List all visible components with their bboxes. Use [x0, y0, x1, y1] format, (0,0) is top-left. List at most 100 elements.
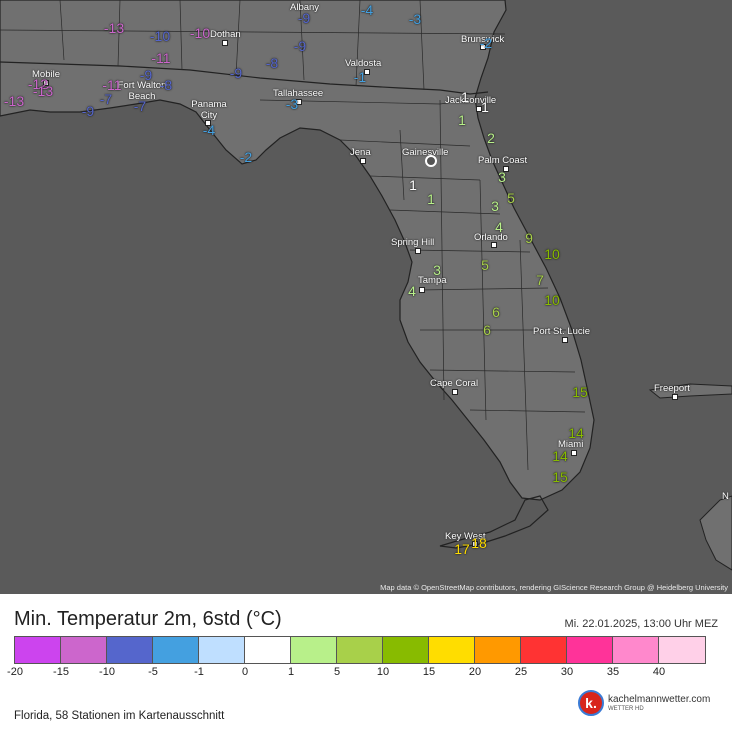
- scale-swatch: [521, 637, 567, 663]
- scale-tick-label: 15: [422, 666, 436, 678]
- station-value: 1: [427, 191, 435, 207]
- station-value: 3: [433, 262, 441, 278]
- scale-swatch: [199, 637, 245, 663]
- station-value: -13: [32, 83, 54, 99]
- station-value: -1: [353, 69, 367, 85]
- station-value: 2: [487, 130, 495, 146]
- station-value: 6: [483, 322, 491, 338]
- city-marker: [562, 337, 568, 343]
- city-marker: [43, 80, 49, 86]
- legend-title: Min. Temperatur 2m, 6std (°C): [14, 608, 282, 630]
- station-value: 4: [408, 283, 416, 299]
- scale-tick-label: 20: [468, 666, 482, 678]
- scale-swatch: [475, 637, 521, 663]
- city-marker: [205, 120, 211, 126]
- brand-icon: k.: [578, 690, 604, 716]
- city-marker: [476, 106, 482, 112]
- brand-name: kachelmannwetter.com: [608, 694, 711, 705]
- scale-tick-label: 1: [287, 666, 295, 678]
- scale-tick-label: 40: [652, 666, 666, 678]
- city-marker: [360, 158, 366, 164]
- city-label: N: [722, 491, 729, 502]
- station-value: -11: [151, 50, 171, 66]
- city-marker: [503, 166, 509, 172]
- station-value: -3: [408, 11, 422, 27]
- scale-tick-label: 5: [333, 666, 341, 678]
- station-value: -4: [202, 122, 216, 138]
- station-value: -2: [239, 149, 253, 165]
- station-value: 3: [491, 198, 499, 214]
- station-value: -12: [27, 76, 49, 92]
- scale-swatch: [659, 637, 705, 663]
- scale-swatch: [153, 637, 199, 663]
- station-value: 17: [454, 541, 470, 557]
- city-label: Tallahassee: [273, 88, 324, 99]
- station-value: 6: [492, 304, 500, 320]
- city-label: Tampa: [418, 275, 447, 286]
- city-marker: [571, 450, 577, 456]
- city-label: Fort Walton Beach: [117, 80, 167, 102]
- station-value: -2: [479, 35, 493, 51]
- scale-tick-label: 0: [241, 666, 249, 678]
- station-value: 9: [525, 230, 533, 246]
- city-label: Panama City: [191, 99, 227, 121]
- station-value: -10: [149, 28, 171, 44]
- station-value: -9: [229, 65, 243, 81]
- station-value: -3: [285, 96, 299, 112]
- scale-tick-label: -1: [194, 666, 204, 678]
- scale-swatch: [291, 637, 337, 663]
- city-label: Jacksonville: [445, 95, 497, 106]
- station-value: -7: [133, 98, 147, 114]
- scale-swatch: [383, 637, 429, 663]
- gainesville-marker: [425, 155, 437, 167]
- city-label: Key West: [445, 531, 486, 542]
- station-value: -9: [81, 103, 95, 119]
- scale-swatch: [613, 637, 659, 663]
- city-label: Freeport: [654, 383, 690, 394]
- city-marker: [222, 40, 228, 46]
- station-value: 1: [481, 99, 489, 115]
- map-attribution: Map data © OpenStreetMap contributors, r…: [380, 583, 728, 592]
- station-value: 10: [544, 292, 560, 308]
- station-value: 7: [536, 272, 544, 288]
- city-marker: [296, 99, 302, 105]
- station-value: 4: [495, 219, 503, 235]
- station-value: -8: [159, 77, 173, 93]
- station-value: -11: [102, 77, 122, 93]
- scale-tick-label: -5: [148, 666, 158, 678]
- brand-logo[interactable]: k. kachelmannwetter.com WETTER HD: [578, 690, 728, 720]
- scale-swatch: [429, 637, 475, 663]
- station-value: -10: [189, 25, 211, 41]
- station-value: -13: [103, 20, 125, 36]
- city-marker: [364, 69, 370, 75]
- station-value: 1: [409, 177, 417, 193]
- city-marker: [452, 389, 458, 395]
- scale-tick-label: 35: [606, 666, 620, 678]
- station-value: 15: [572, 384, 588, 400]
- station-value: 15: [552, 469, 568, 485]
- station-value: -7: [99, 91, 113, 107]
- station-value: 10: [544, 246, 560, 262]
- city-marker: [491, 242, 497, 248]
- station-value: 18: [471, 535, 487, 551]
- city-label: Orlando: [474, 232, 508, 243]
- weather-map[interactable]: Albany Dothan Brunswick Mobile Fort Walt…: [0, 0, 732, 594]
- city-label: Valdosta: [345, 58, 382, 69]
- scale-swatch: [107, 637, 153, 663]
- station-value: 1: [461, 89, 469, 105]
- city-marker: [672, 394, 678, 400]
- city-marker: [415, 248, 421, 254]
- brand-subtitle: WETTER HD: [608, 706, 644, 712]
- station-value: 5: [481, 257, 489, 273]
- city-label: Cape Coral: [430, 378, 479, 389]
- legend-panel: Min. Temperatur 2m, 6std (°C) Mi. 22.01.…: [0, 594, 732, 732]
- scale-tick-label: -20: [7, 666, 23, 678]
- scale-swatch: [567, 637, 613, 663]
- city-label: Miami: [558, 439, 584, 450]
- station-value: 14: [568, 425, 584, 441]
- scale-swatch: [61, 637, 107, 663]
- forecast-date: Mi. 22.01.2025, 13:00 Uhr MEZ: [564, 618, 718, 630]
- station-value: 5: [507, 190, 515, 206]
- city-marker: [419, 287, 425, 293]
- city-marker: [472, 541, 478, 547]
